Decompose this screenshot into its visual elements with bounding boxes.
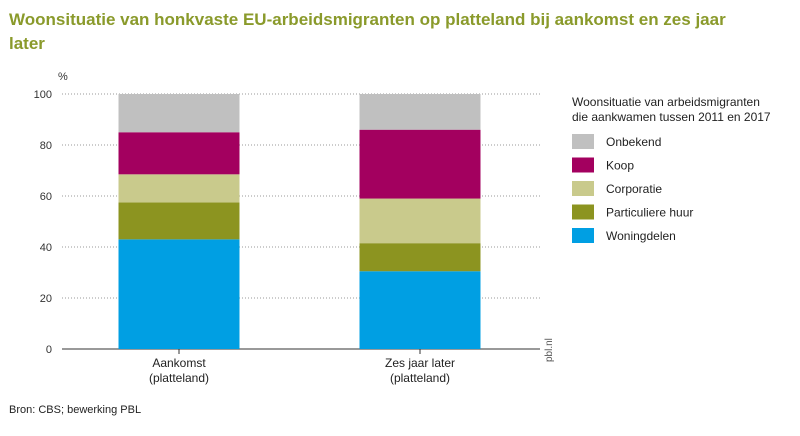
bar-segment bbox=[118, 174, 240, 203]
category-label: Aankomst bbox=[152, 356, 206, 370]
legend-swatch bbox=[572, 228, 594, 243]
y-tick-label: 20 bbox=[40, 293, 52, 305]
y-tick-label: 0 bbox=[46, 344, 52, 356]
bar-segment bbox=[359, 129, 481, 199]
bar-segment bbox=[118, 239, 240, 349]
legend-label: Onbekend bbox=[606, 135, 661, 149]
watermark: pbl.nl bbox=[544, 338, 555, 362]
bars bbox=[118, 94, 481, 349]
y-unit-label: % bbox=[58, 71, 68, 83]
bar-segment bbox=[359, 243, 481, 272]
category-label: Zes jaar later bbox=[385, 356, 455, 370]
x-axis: Aankomst(platteland)Zes jaar later(platt… bbox=[149, 349, 455, 385]
source-note: Bron: CBS; bewerking PBL bbox=[9, 404, 142, 416]
legend-swatch bbox=[572, 181, 594, 196]
y-tick-label: 60 bbox=[40, 191, 52, 203]
bar-segment bbox=[118, 202, 240, 240]
legend-title: Woonsituatie van arbeidsmigranten bbox=[572, 95, 760, 109]
bar-segment bbox=[118, 132, 240, 175]
legend-label: Koop bbox=[606, 159, 634, 173]
category-label: (platteland) bbox=[149, 371, 209, 385]
legend-swatch bbox=[572, 157, 594, 173]
bar-segment bbox=[118, 94, 240, 133]
legend-title: die aankwamen tussen 2011 en 2017 bbox=[572, 110, 771, 124]
chart-title: Woonsituatie van honkvaste EU-arbeidsmig… bbox=[9, 10, 726, 53]
y-tick-label: 100 bbox=[34, 89, 52, 101]
legend-label: Woningdelen bbox=[606, 229, 676, 243]
legend-label: Particuliere huur bbox=[606, 206, 693, 220]
legend-label: Corporatie bbox=[606, 182, 662, 196]
legend-swatch bbox=[572, 204, 594, 220]
category-label: (platteland) bbox=[390, 371, 450, 385]
bar-segment bbox=[359, 271, 481, 349]
y-tick-label: 40 bbox=[40, 242, 52, 254]
bar-segment bbox=[359, 198, 481, 244]
y-tick-label: 80 bbox=[40, 140, 52, 152]
legend-swatch bbox=[572, 134, 594, 149]
bar-segment bbox=[359, 94, 481, 130]
